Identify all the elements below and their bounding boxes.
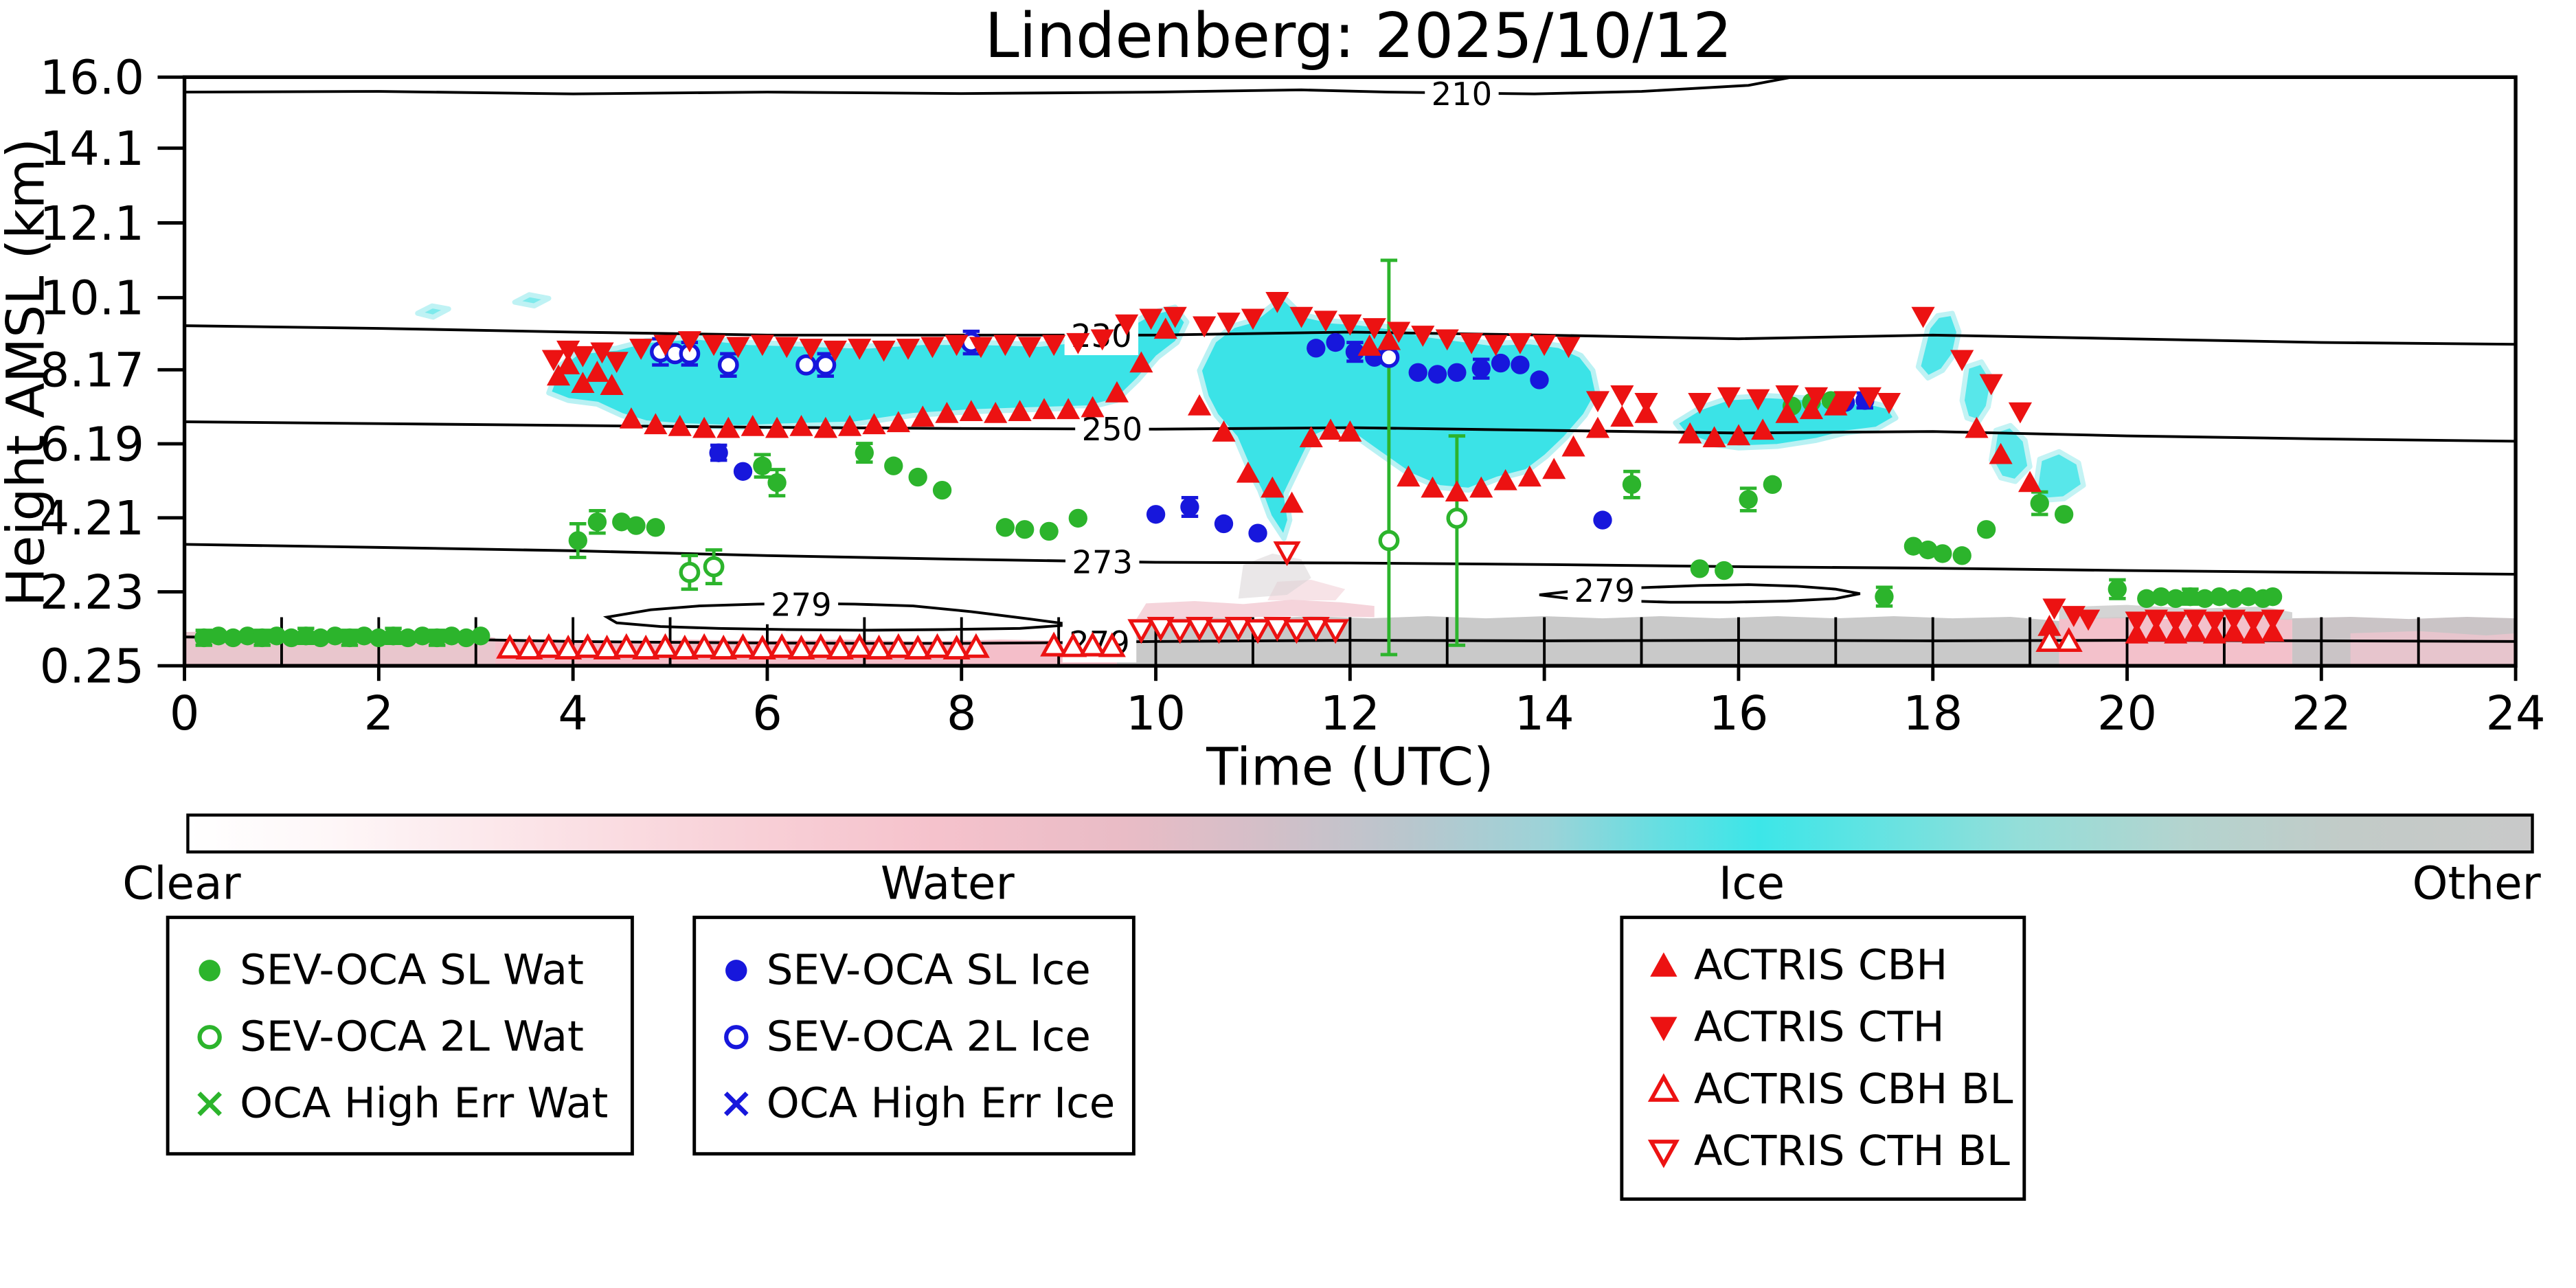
- colorbar-label-other: Other: [2413, 857, 2542, 910]
- x-tick-label: 24: [2486, 687, 2546, 741]
- contour-label-bg: [1568, 569, 1642, 611]
- legend-frame: [166, 916, 634, 1156]
- legend-box-3: ACTRIS CBH ACTRIS CTH ACTRIS CBH BL ACTRIS …: [1620, 916, 2026, 1201]
- y-tick-label: 8.17: [40, 344, 144, 398]
- region-other-speckle: [1238, 553, 1311, 599]
- legend-frame: [1620, 916, 2026, 1201]
- legend-label-actris-cth: ACTRIS CTH: [1694, 1003, 1945, 1052]
- contour-label: 279: [771, 587, 832, 624]
- y-tick-label: 14.1: [40, 122, 144, 177]
- x-tick-label: 12: [1320, 687, 1380, 741]
- legend-box-2: SEV-OCA SL Ice SEV-OCA 2L Ice OCA High Err…: [692, 916, 1136, 1156]
- contour-label-bg: [1065, 541, 1140, 582]
- region-ice-streak: [1989, 422, 2033, 484]
- series-actris-cbh-bl: [496, 626, 2083, 659]
- y-tick-label: 16.0: [40, 52, 144, 106]
- legend-label-oca-high-err-ice: OCA High Err Ice: [767, 1078, 1116, 1127]
- x-axis-label: Time (UTC): [1206, 737, 1493, 798]
- axes: 0 2 4 6 8 10 12 14 16 18 20 22 240.252.234.216.198.1…: [40, 52, 2546, 741]
- legend-label-sev-oca-sl-ice: SEV-OCA SL Ice: [767, 945, 1091, 994]
- x-tick-label: 18: [1903, 687, 1963, 741]
- x-tick-label: 16: [1708, 687, 1768, 741]
- x-tick-label: 4: [558, 687, 587, 741]
- legend-label-actris-cbh-bl: ACTRIS CBH BL: [1694, 1065, 2013, 1114]
- region-ice-speck: [512, 292, 552, 308]
- y-tick-label: 2.23: [40, 566, 144, 620]
- x-tick-label: 0: [170, 687, 199, 741]
- series-sev-oca-sl-ice: [709, 332, 1875, 543]
- y-tick-label: 0.25: [40, 640, 144, 694]
- isotherm-273-line: [184, 543, 2516, 576]
- series-actris-cth: [541, 292, 2285, 633]
- series-actris-cth-bl: [1127, 541, 1350, 644]
- legend-label-sev-oca-2l-ice: SEV-OCA 2L Ice: [767, 1012, 1091, 1061]
- legend-label-actris-cth-bl: ACTRIS CTH BL: [1694, 1127, 2010, 1175]
- y-axis-label: Height AMSL (km): [0, 138, 56, 607]
- colorbar-label-clear: Clear: [122, 857, 241, 910]
- y-tick-label: 10.1: [40, 272, 144, 326]
- isotherm-279-line: [602, 602, 1074, 632]
- isotherm-210-line: [184, 76, 1793, 95]
- x-tick-label: 2: [364, 687, 394, 741]
- region-water-over-other: [1136, 600, 1375, 620]
- series-sev-oca-2l-wat: [679, 258, 1468, 657]
- y-tick-label: 4.21: [40, 492, 144, 546]
- x-tick-label: 22: [2292, 687, 2351, 741]
- region-ice-streak: [1959, 359, 1996, 425]
- contour-label: 273: [1072, 544, 1133, 581]
- region-ice-streak: [1915, 310, 1962, 381]
- series-actris-cbh: [546, 317, 2285, 644]
- contour-label-bg: [764, 584, 839, 624]
- contour-label: 210: [1432, 76, 1493, 113]
- y-tick-label: 12.1: [40, 197, 144, 251]
- chart-title: Lindenberg: 2025/10/12: [984, 0, 1732, 72]
- contour-label-bg: [1425, 73, 1499, 113]
- x-tick-label: 10: [1126, 687, 1186, 741]
- x-tick-label: 14: [1515, 687, 1574, 741]
- y-tick-label: 6.19: [40, 418, 144, 472]
- x-tick-label: 20: [2097, 687, 2157, 741]
- legend-label-actris-cbh: ACTRIS CBH: [1694, 941, 1947, 990]
- legend-frame: [692, 916, 1136, 1156]
- colorbar-label-water: Water: [881, 857, 1015, 910]
- x-tick-label: 6: [752, 687, 782, 741]
- colorbar-label-ice: Ice: [1719, 857, 1785, 910]
- legend-label-sev-oca-sl-wat: SEV-OCA SL Wat: [240, 945, 584, 994]
- classification-colorbar: [186, 813, 2534, 854]
- legend-label-sev-oca-2l-wat: SEV-OCA 2L Wat: [240, 1012, 584, 1061]
- legend-box-1: SEV-OCA SL Wat SEV-OCA 2L Wat OCA High Err…: [166, 916, 634, 1156]
- region-ice-speck: [415, 303, 451, 320]
- legend-label-oca-high-err-wat: OCA High Err Wat: [240, 1078, 608, 1127]
- region-water-night-overlay: [2350, 631, 2516, 666]
- contour-label: 279: [1574, 572, 1636, 609]
- x-tick-label: 8: [947, 687, 976, 741]
